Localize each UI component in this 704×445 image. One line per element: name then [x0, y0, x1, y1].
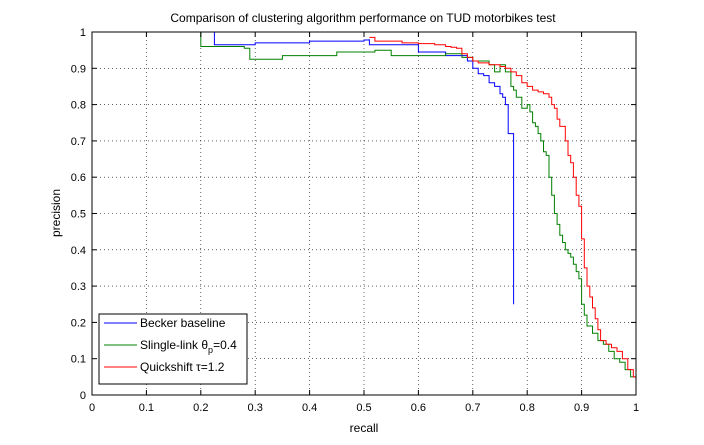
x-tick-label: 0.5: [356, 402, 371, 414]
series-line-becker-baseline: [213, 32, 515, 305]
y-axis-label: precision: [49, 189, 63, 237]
x-tick-label: 0.4: [302, 402, 317, 414]
x-axis-label: recall: [350, 421, 379, 435]
y-tick-label: 0.2: [71, 317, 86, 329]
legend-label-main: Quickshift τ=1.2: [140, 360, 225, 374]
y-tick-label: 1: [80, 27, 86, 39]
x-tick-label: 0.7: [465, 402, 480, 414]
y-tick-label: 0.1: [71, 354, 86, 366]
y-tick-label: 0.5: [71, 209, 86, 221]
x-tick-label: 0.9: [574, 402, 589, 414]
y-tick-label: 0.9: [71, 63, 86, 75]
y-tick-label: 0.8: [71, 100, 86, 112]
series-line-quickshift-1-2: [369, 36, 637, 385]
x-tick-label: 1: [633, 402, 639, 414]
series-layer: [200, 32, 637, 385]
x-tick-label: 0.6: [411, 402, 426, 414]
legend-label-tail: =0.4: [213, 338, 237, 352]
x-tick-label: 0: [89, 402, 95, 414]
legend-entries: Becker baseline Slingle-link θp=0.4 Quicks…: [104, 316, 237, 374]
y-tick-label: 0.4: [71, 245, 86, 257]
x-tick-label: 0.1: [139, 402, 154, 414]
x-tick-label: 0.3: [248, 402, 263, 414]
legend-label-main: Slingle-link θ: [140, 338, 208, 352]
y-tick-label: 0.7: [71, 136, 86, 148]
legend-label-main: Becker baseline: [140, 316, 226, 330]
legend-label: Slingle-link θp=0.4: [140, 338, 237, 355]
legend: Becker baseline Slingle-link θp=0.4 Quicks…: [98, 313, 248, 385]
axis-ticks: 0 0.1 0.2 0.3 0.4 0.5 0.6 0.7 0.8 0.9 1 0 0.1 0.2 0.3 0…: [71, 27, 639, 414]
legend-label-subscript: p: [208, 345, 213, 355]
y-tick-label: 0: [80, 390, 86, 402]
x-tick-label: 0.8: [520, 402, 535, 414]
legend-label: Quickshift τ=1.2: [140, 360, 225, 374]
chart-title: Comparison of clustering algorithm perfo…: [170, 11, 556, 25]
legend-label: Becker baseline: [140, 316, 226, 330]
series-line-slingle-link-p-0-4: [200, 32, 637, 381]
y-tick-label: 0.3: [71, 281, 86, 293]
y-tick-label: 0.6: [71, 172, 86, 184]
x-tick-label: 0.2: [193, 402, 208, 414]
legend-box: [98, 313, 248, 385]
